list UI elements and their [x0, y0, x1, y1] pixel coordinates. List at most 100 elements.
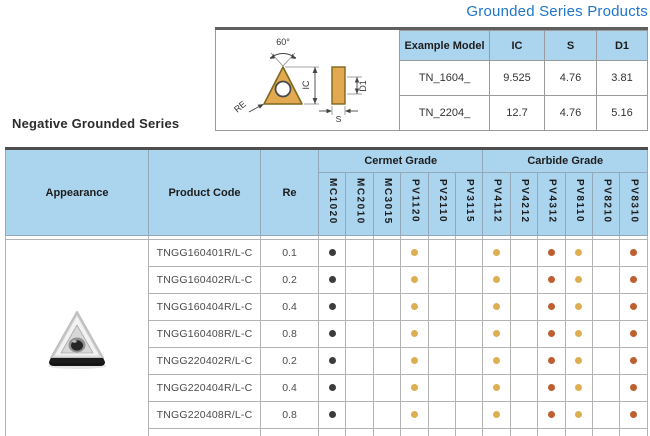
grade-column-pv2110: PV2110 — [427, 172, 457, 236]
insert-side-view — [331, 66, 346, 105]
availability-dot — [547, 384, 555, 392]
grade-availability-cell-pv8310 — [619, 347, 648, 375]
grade-availability-cell-pv2110 — [427, 293, 457, 321]
grade-availability-cell-pv8310 — [619, 320, 648, 348]
grade-availability-cell-pv8110 — [564, 401, 594, 429]
grade-column-mc3015: MC3015 — [372, 172, 402, 236]
cutoff-row — [6, 428, 648, 436]
grade-code-label: MC2010 — [354, 178, 366, 225]
cutoff-cell — [427, 428, 457, 436]
cutoff-cell — [400, 428, 429, 436]
grade-code-label: PV4112 — [491, 179, 503, 224]
availability-dot — [630, 276, 638, 284]
example-model-value: TN_1604_ — [399, 60, 490, 96]
availability-dot — [575, 357, 583, 365]
grade-availability-cell-pv8110 — [564, 293, 594, 321]
availability-dot — [410, 249, 418, 257]
example-row: TN_1604_ 9.525 4.76 3.81 — [399, 60, 648, 96]
grade-availability-cell-pv1120 — [400, 320, 429, 348]
page-title: Grounded Series Products — [466, 3, 648, 20]
grade-availability-cell-pv4312 — [537, 239, 566, 267]
grade-availability-cell-mc1020 — [317, 374, 347, 402]
availability-dot — [493, 411, 501, 419]
availability-dot — [547, 330, 555, 338]
cutoff-cell — [509, 428, 539, 436]
grade-code-label: MC3015 — [382, 178, 394, 225]
grade-availability-cell-mc2010 — [345, 293, 374, 321]
grade-availability-cell-pv1120 — [400, 347, 429, 375]
re-value: 0.8 — [260, 320, 319, 348]
s-header: S — [544, 30, 597, 61]
grade-availability-cell-mc1020 — [317, 320, 347, 348]
insert-hole-highlight — [72, 339, 77, 343]
insert-base-edge — [49, 357, 105, 363]
cermet-grade-group-header: Cermet Grade — [317, 148, 484, 173]
grade-availability-cell-pv3115 — [455, 239, 484, 267]
grade-availability-cell-pv3115 — [455, 320, 484, 348]
grade-availability-cell-pv1120 — [400, 239, 429, 267]
grade-code-label: PV8310 — [628, 179, 640, 224]
availability-dot — [410, 384, 418, 392]
cutoff-cell — [619, 428, 648, 436]
grade-availability-cell-pv8210 — [592, 293, 621, 321]
grade-availability-cell-pv2110 — [427, 266, 457, 294]
grade-availability-cell-pv2110 — [427, 401, 457, 429]
cutoff-cell — [345, 428, 374, 436]
re-value: 0.2 — [260, 347, 319, 375]
re-value: 0.4 — [260, 374, 319, 402]
grade-availability-cell-mc3015 — [372, 374, 402, 402]
availability-dot — [547, 411, 555, 419]
d1-value: 3.81 — [596, 60, 648, 96]
grade-availability-cell-pv4312 — [537, 266, 566, 294]
ic-value: 12.7 — [489, 95, 545, 131]
availability-dot — [575, 384, 583, 392]
grade-availability-cell-pv4112 — [482, 239, 511, 267]
grade-code-label: PV4212 — [519, 179, 531, 224]
availability-dot — [575, 249, 583, 257]
example-row: TN_2204_ 12.7 4.76 5.16 — [399, 95, 648, 131]
section-heading: Negative Grounded Series — [12, 116, 180, 131]
availability-dot — [630, 303, 638, 311]
example-model-header: Example Model — [399, 30, 490, 61]
grade-availability-cell-mc2010 — [345, 266, 374, 294]
grade-availability-cell-pv8110 — [564, 320, 594, 348]
grade-availability-cell-pv4212 — [509, 320, 539, 348]
availability-dot — [493, 357, 501, 365]
availability-dot — [575, 330, 583, 338]
availability-dot — [547, 357, 555, 365]
grade-availability-cell-pv8210 — [592, 320, 621, 348]
insert-spec-panel: 60° IC RE — [215, 27, 648, 131]
grade-availability-cell-mc3015 — [372, 266, 402, 294]
availability-dot — [630, 249, 638, 257]
grade-code-label: PV1120 — [409, 179, 421, 224]
grade-availability-cell-pv3115 — [455, 374, 484, 402]
insert-dimension-diagram: 60° IC RE — [215, 30, 399, 131]
appearance-column-header: Appearance — [5, 148, 149, 236]
cutoff-cell — [537, 428, 566, 436]
grade-group-row: Appearance Product Code Re Cermet Grade … — [5, 148, 648, 236]
availability-dot — [493, 249, 501, 257]
re-label: RE — [232, 99, 248, 115]
grade-availability-cell-mc2010 — [345, 347, 374, 375]
main-table-body: TNGG160401R/L-C 0.1 TNGG160402R/L-C 0.2 TNGG… — [5, 239, 648, 436]
grade-availability-cell-pv4312 — [537, 347, 566, 375]
insert-photo — [48, 310, 106, 369]
grade-availability-cell-pv8310 — [619, 401, 648, 429]
grade-availability-cell-mc1020 — [317, 401, 347, 429]
product-row: TNGG160404R/L-C 0.4 — [6, 293, 648, 321]
grade-availability-cell-pv4112 — [482, 401, 511, 429]
availability-dot — [547, 303, 555, 311]
product-row: TNGG160408R/L-C 0.8 — [6, 320, 648, 348]
grade-availability-cell-mc1020 — [317, 347, 347, 375]
grade-availability-cell-pv4312 — [537, 293, 566, 321]
availability-dot — [410, 276, 418, 284]
re-value: 0.4 — [260, 293, 319, 321]
d1-header: D1 — [596, 30, 648, 61]
grade-column-pv3115: PV3115 — [455, 172, 484, 236]
grade-availability-cell-pv1120 — [400, 293, 429, 321]
grade-code-label: PV8110 — [573, 179, 585, 224]
grade-availability-cell-pv4212 — [509, 401, 539, 429]
grade-availability-cell-mc3015 — [372, 320, 402, 348]
ic-header: IC — [489, 30, 545, 61]
